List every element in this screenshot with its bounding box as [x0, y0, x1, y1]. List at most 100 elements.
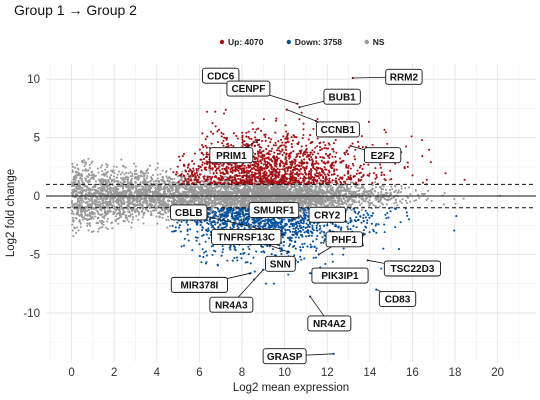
point-ns: [390, 197, 393, 200]
point-ns: [157, 211, 160, 215]
point-ns: [258, 192, 261, 195]
point-ns: [149, 180, 152, 183]
point-ns: [97, 230, 100, 233]
point-ns: [77, 173, 80, 176]
point-ns: [347, 204, 350, 207]
point-ns: [304, 197, 307, 200]
point-ns: [316, 202, 319, 205]
point-ns: [230, 185, 233, 188]
point-ns: [327, 190, 330, 193]
point-ns: [378, 205, 381, 208]
point-ns: [231, 190, 235, 194]
point-ns: [173, 177, 176, 180]
point-ns: [154, 168, 157, 171]
point-ns: [145, 199, 148, 202]
point-ns: [191, 200, 194, 203]
point-ns: [150, 214, 153, 217]
point-ns: [345, 196, 349, 199]
point-ns: [191, 193, 195, 196]
point-ns: [269, 199, 272, 202]
point-ns: [322, 184, 325, 187]
point-ns: [382, 185, 385, 188]
point-ns: [80, 208, 83, 211]
point-ns: [78, 205, 81, 208]
point-ns: [104, 168, 107, 171]
point-ns: [347, 187, 350, 190]
point-ns: [341, 201, 344, 205]
point-ns: [394, 184, 397, 187]
point-ns: [125, 191, 128, 194]
point-ns: [230, 192, 233, 196]
point-ns: [304, 202, 307, 206]
point-ns: [123, 173, 126, 176]
point-ns: [72, 175, 75, 179]
point-ns: [324, 192, 328, 195]
point-ns: [370, 202, 373, 205]
point-ns: [225, 199, 228, 202]
point-ns: [232, 199, 235, 202]
point-ns: [71, 216, 74, 219]
point-ns: [218, 190, 221, 193]
point-ns: [139, 196, 142, 199]
point-ns: [262, 198, 265, 201]
point-ns: [126, 218, 129, 221]
point-ns: [130, 193, 133, 196]
point-ns: [316, 182, 319, 185]
point-ns: [345, 193, 348, 196]
point-ns: [126, 197, 129, 200]
point-ns: [119, 185, 122, 188]
point-ns: [273, 189, 277, 192]
point-ns: [184, 185, 187, 188]
point-ns: [105, 213, 108, 216]
point-ns: [103, 201, 106, 204]
point-ns: [143, 196, 146, 199]
point-ns: [273, 184, 276, 187]
point-ns: [236, 186, 239, 189]
point-ns: [334, 199, 337, 202]
point-ns: [73, 227, 76, 230]
point-ns: [106, 190, 109, 193]
point-ns: [151, 209, 155, 212]
point-ns: [141, 204, 144, 207]
point-ns: [313, 203, 317, 206]
point-ns: [106, 209, 109, 213]
point-ns: [110, 187, 113, 190]
point-ns: [364, 200, 367, 203]
point-ns: [99, 213, 102, 216]
point-ns: [236, 202, 239, 205]
point-ns: [132, 198, 135, 201]
point-ns: [377, 191, 380, 194]
point-ns: [357, 201, 361, 204]
point-ns: [70, 181, 73, 184]
point-ns: [129, 213, 132, 217]
point-ns: [124, 178, 127, 181]
point-ns: [101, 169, 104, 173]
point-ns: [72, 235, 75, 238]
point-ns: [214, 204, 217, 207]
point-ns: [194, 198, 197, 201]
point-ns: [117, 200, 120, 203]
point-ns: [165, 175, 168, 178]
point-ns: [85, 190, 88, 193]
point-ns: [85, 205, 88, 208]
point-ns: [180, 197, 183, 200]
point-ns: [425, 199, 428, 202]
point-ns: [140, 174, 143, 177]
point-ns: [124, 217, 128, 220]
point-ns: [414, 189, 417, 192]
point-ns: [130, 221, 134, 224]
point-ns: [400, 185, 403, 188]
point-ns: [126, 180, 129, 183]
point-ns: [91, 215, 94, 219]
point-ns: [131, 218, 134, 221]
point-ns: [301, 203, 304, 206]
point-ns: [99, 183, 102, 186]
point-ns: [427, 189, 430, 193]
point-ns: [392, 196, 395, 199]
point-ns: [248, 198, 251, 202]
point-ns: [200, 185, 203, 188]
point-ns: [81, 169, 84, 172]
point-ns: [285, 197, 289, 200]
point-ns: [107, 204, 110, 207]
point-ns: [111, 171, 114, 174]
